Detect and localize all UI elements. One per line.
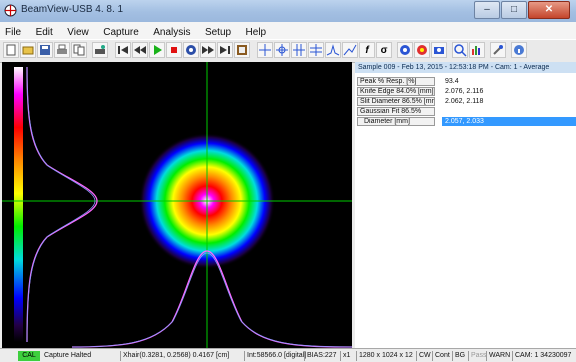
crosshair-align-icon[interactable] xyxy=(308,42,324,58)
menu-capture[interactable]: Capture xyxy=(103,27,139,38)
crosshair-icon[interactable] xyxy=(257,42,273,58)
mode-bg[interactable]: BG xyxy=(452,351,465,361)
new-file-icon[interactable] xyxy=(3,42,19,58)
horizontal-profile-measured xyxy=(71,252,352,348)
play-icon[interactable] xyxy=(149,42,165,58)
crosshair-move-icon[interactable] xyxy=(274,42,290,58)
result-value[interactable]: 2.057, 2.033 xyxy=(442,117,576,126)
menu-bar: File Edit View Capture Analysis Setup He… xyxy=(0,22,576,39)
save-icon[interactable] xyxy=(37,42,53,58)
mode-cw[interactable]: CW xyxy=(416,351,431,361)
zoom-readout: x1 xyxy=(340,351,350,361)
menu-file[interactable]: File xyxy=(5,27,22,38)
beam-image-view[interactable] xyxy=(2,62,352,348)
result-label: Knife Edge 84.0% [mm] xyxy=(357,87,435,96)
minimize-button[interactable]: – xyxy=(474,1,500,19)
printer-setup-icon[interactable] xyxy=(92,42,108,58)
result-label: Diameter [mm] xyxy=(357,117,435,126)
menu-help[interactable]: Help xyxy=(245,27,267,38)
result-row[interactable]: Knife Edge 84.0% [mm] 2.076, 2.116 xyxy=(357,87,576,96)
crosshair-readout: Xhair(0.3281, 0.2568) 0.4167 [cm] xyxy=(120,351,229,361)
next-frame-icon[interactable] xyxy=(200,42,216,58)
menu-setup[interactable]: Setup xyxy=(204,27,232,38)
calibration-indicator[interactable]: CAL xyxy=(18,351,40,361)
warn-indicator: WARN xyxy=(486,351,510,361)
result-row[interactable]: Gaussian Fit 86.5% xyxy=(357,107,576,116)
result-label: Slit Diameter 86.5% [mm] xyxy=(357,97,435,106)
maximize-button[interactable]: □ xyxy=(501,1,527,19)
profile-fit-icon[interactable] xyxy=(342,42,358,58)
snapshot-icon[interactable] xyxy=(431,42,447,58)
sample-header: Sample 009 - Feb 13, 2015 - 12:53:18 PM … xyxy=(355,62,576,73)
stop-icon[interactable] xyxy=(166,42,182,58)
intensity-colorbar xyxy=(14,67,23,342)
result-label: Peak % Resp. [%] xyxy=(357,77,435,86)
settings-icon[interactable] xyxy=(234,42,250,58)
beam-icon[interactable] xyxy=(414,42,430,58)
last-frame-icon[interactable] xyxy=(217,42,233,58)
results-panel: Sample 009 - Feb 13, 2015 - 12:53:18 PM … xyxy=(355,62,576,348)
result-value: 93.4 xyxy=(445,78,459,85)
open-folder-icon[interactable] xyxy=(20,42,36,58)
menu-analysis[interactable]: Analysis xyxy=(153,27,191,38)
result-row[interactable]: Peak % Resp. [%] 93.4 xyxy=(357,77,576,86)
beam-profile-graphic xyxy=(2,62,352,348)
app-logo-icon xyxy=(4,4,17,17)
histogram-icon[interactable] xyxy=(469,42,485,58)
record-icon[interactable] xyxy=(183,42,199,58)
menu-edit[interactable]: Edit xyxy=(35,27,53,38)
mode-pass[interactable]: Pass xyxy=(468,351,487,361)
bias-readout: BIAS:227 xyxy=(304,351,337,361)
zoom-icon[interactable] xyxy=(452,42,468,58)
intensity-readout: Int:58566.0 [digital] xyxy=(244,351,306,361)
resolution-readout: 1280 x 1024 x 12 xyxy=(356,351,413,361)
result-value xyxy=(442,107,576,116)
result-row-selected[interactable]: Diameter [mm] 2.057, 2.033 xyxy=(357,117,576,126)
vertical-profile-fit xyxy=(26,66,98,343)
crosshair-center-icon[interactable] xyxy=(291,42,307,58)
wrench-icon[interactable] xyxy=(490,42,506,58)
capture-state: Capture Halted xyxy=(44,352,92,359)
window-controls: – □ ✕ xyxy=(473,1,570,19)
status-bar: CAL Capture Halted Xhair(0.3281, 0.2568)… xyxy=(0,348,576,362)
vertical-profile-measured xyxy=(26,66,96,343)
print-icon[interactable] xyxy=(54,42,70,58)
first-frame-icon[interactable] xyxy=(115,42,131,58)
toolbar: f σ xyxy=(0,39,576,63)
title-bar[interactable]: BeamView-USB 4. 8. 1 – □ ✕ xyxy=(0,0,576,22)
function-icon[interactable]: f xyxy=(359,42,375,58)
copy-icon[interactable] xyxy=(71,42,87,58)
result-value: 2.076, 2.116 xyxy=(445,88,484,95)
window-title: BeamView-USB 4. 8. 1 xyxy=(21,4,124,15)
close-button[interactable]: ✕ xyxy=(528,1,570,19)
profile-cut-icon[interactable] xyxy=(325,42,341,58)
result-label: Gaussian Fit 86.5% xyxy=(357,107,435,116)
menu-view[interactable]: View xyxy=(67,27,89,38)
info-icon[interactable] xyxy=(511,42,527,58)
result-value: 2.062, 2.118 xyxy=(445,98,484,105)
previous-frame-icon[interactable] xyxy=(132,42,148,58)
result-row[interactable]: Slit Diameter 86.5% [mm] 2.062, 2.118 xyxy=(357,97,576,106)
camera-readout: CAM: 1 34230097 xyxy=(512,351,571,361)
aperture-icon[interactable] xyxy=(397,42,413,58)
sigma-icon[interactable]: σ xyxy=(376,42,392,58)
mode-cont[interactable]: Cont xyxy=(432,351,450,361)
